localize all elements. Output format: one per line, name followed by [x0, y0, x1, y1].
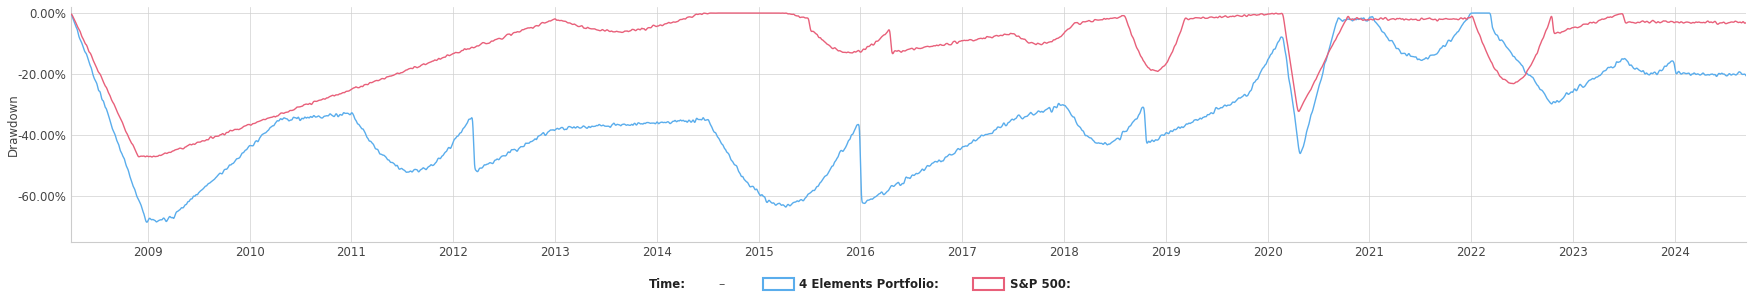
Text: Time:: Time: — [649, 278, 685, 291]
Y-axis label: Drawdown: Drawdown — [7, 93, 19, 156]
Text: S&P 500:: S&P 500: — [1010, 278, 1071, 291]
Text: 4 Elements Portfolio:: 4 Elements Portfolio: — [799, 278, 940, 291]
Text: –: – — [719, 278, 726, 291]
